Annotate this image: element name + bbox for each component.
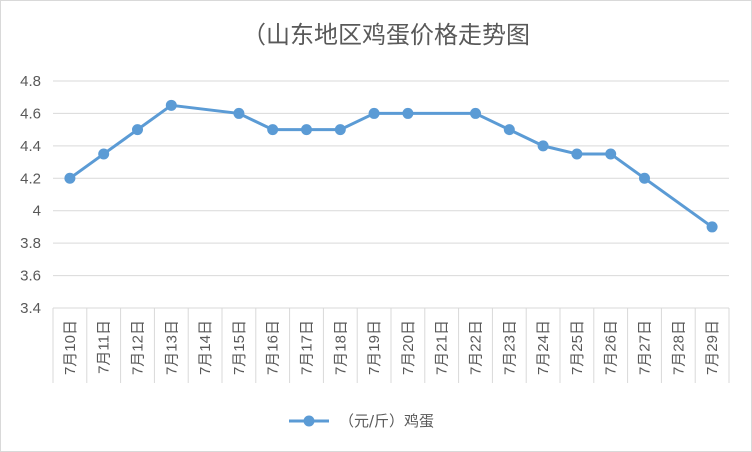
data-point (402, 107, 414, 119)
y-tick-label: 4.2 (20, 170, 41, 187)
x-tick-label: 7月20日 (400, 320, 417, 375)
data-point (537, 140, 549, 152)
grid-lines (53, 80, 729, 309)
x-tick-label: 7月14日 (197, 320, 214, 375)
x-axis-ticks: 7月10日 7月11日 7月12日 7月13日 7月14日 7月15日 7月16日 7月17日… (62, 320, 721, 375)
x-tick-label: 7月19日 (366, 320, 383, 375)
data-point (132, 124, 143, 136)
series-line (69, 103, 713, 229)
x-tick-label: 7月13日 (163, 320, 180, 375)
chart-title: （山东地区鸡蛋价格走势图 (242, 21, 530, 49)
x-tick-label: 7月24日 (535, 320, 552, 375)
data-point (165, 99, 177, 111)
data-point (301, 124, 312, 136)
x-tick-label: 7月12日 (130, 320, 147, 375)
y-axis-ticks: 3.4 3.6 3.8 4 4.2 4.4 4.6 4.8 (20, 73, 41, 317)
y-tick-label: 3.4 (20, 300, 41, 317)
data-point (639, 172, 650, 184)
data-point (64, 172, 76, 184)
data-point (605, 148, 617, 160)
x-tick-label: 7月22日 (468, 320, 485, 375)
data-point (334, 124, 346, 136)
x-tick-label: 7月23日 (501, 320, 518, 375)
x-tick-label: 7月11日 (96, 320, 113, 374)
data-point (98, 148, 110, 160)
y-tick-label: 4.8 (20, 73, 41, 90)
x-tick-label: 7月16日 (265, 320, 282, 375)
x-tick-label: 7月17日 (299, 320, 316, 375)
x-tick-label: 7月28日 (670, 320, 687, 375)
series-layer (64, 99, 718, 233)
data-point (503, 124, 515, 136)
y-tick-label: 4.4 (20, 138, 41, 155)
x-tick-label: 7月27日 (637, 320, 654, 375)
legend: （元/斤）鸡蛋 (289, 412, 434, 430)
x-tick-label: 7月15日 (231, 320, 248, 375)
x-tick-label: 7月26日 (603, 320, 620, 375)
x-tick-label: 7月29日 (704, 320, 721, 375)
y-tick-label: 3.6 (20, 268, 41, 285)
x-tick-label: 7月10日 (62, 320, 79, 375)
legend-label: （元/斤）鸡蛋 (339, 412, 434, 430)
data-point (233, 107, 245, 119)
x-tick-label: 7月18日 (332, 320, 349, 375)
y-tick-label: 3.8 (20, 235, 41, 252)
y-tick-label: 4.6 (20, 105, 41, 122)
legend-dot-marker (303, 415, 315, 427)
data-point (267, 124, 279, 136)
x-axis (52, 308, 730, 383)
y-tick-label: 4 (33, 203, 41, 220)
x-tick-label: 7月25日 (569, 320, 586, 375)
x-tick-label: 7月21日 (434, 320, 451, 375)
data-point (470, 107, 481, 119)
data-point (706, 221, 718, 233)
data-point (368, 107, 380, 119)
data-point (571, 148, 583, 160)
